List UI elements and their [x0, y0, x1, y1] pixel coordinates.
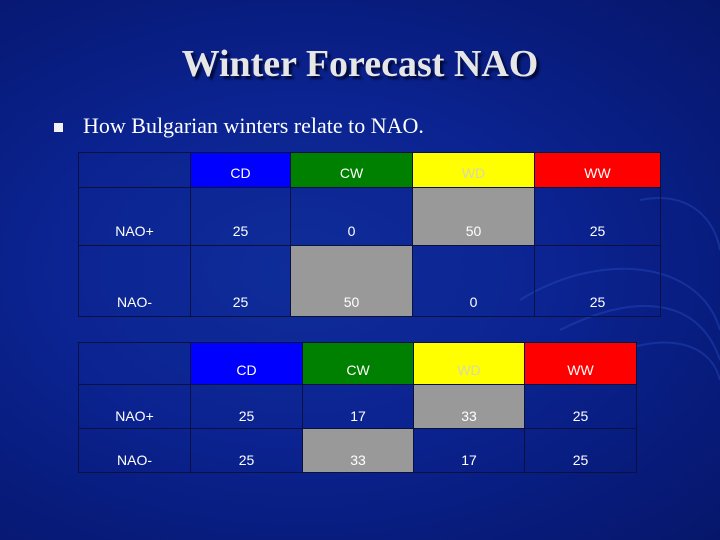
table1-row-label: NAO-	[78, 245, 191, 317]
table1-cell: 25	[534, 187, 661, 246]
table2-cell: 17	[302, 384, 414, 429]
table1-header-ww: WW	[534, 152, 661, 188]
table1-header-cd: CD	[190, 152, 291, 188]
table2-cell-highlighted: 33	[413, 384, 525, 429]
table2-row-label: NAO-	[78, 428, 191, 473]
table1-header-wd: WD	[412, 152, 535, 188]
table2-header-cw: CW	[302, 342, 414, 385]
table2-cell: 25	[190, 384, 303, 429]
nao-table-2: CD CW WD WW NAO+ 25 17 33 25 NAO- 25 33 …	[78, 342, 637, 473]
nao-table-1: CD CW WD WW NAO+ 25 0 50 25 NAO- 25 50 0…	[78, 152, 661, 317]
table1-cell: 0	[290, 187, 413, 246]
table2-corner-cell	[78, 342, 191, 385]
table2-cell: 17	[413, 428, 525, 473]
table2-row-label: NAO+	[78, 384, 191, 429]
table1-row-label: NAO+	[78, 187, 191, 246]
bullet-text: How Bulgarian winters relate to NAO.	[83, 113, 424, 138]
table1-cell: 25	[190, 187, 291, 246]
table2-cell: 25	[524, 384, 637, 429]
table2-header-cd: CD	[190, 342, 303, 385]
table1-cell: 0	[412, 245, 535, 317]
table1-cell: 25	[190, 245, 291, 317]
table2-header-ww: WW	[524, 342, 637, 385]
bullet-square-icon	[54, 123, 63, 132]
table1-corner-cell	[78, 152, 191, 188]
table2-cell: 25	[524, 428, 637, 473]
table1-header-cw: CW	[290, 152, 413, 188]
slide-title: Winter Forecast NAO	[181, 43, 539, 85]
table2-header-wd: WD	[413, 342, 525, 385]
table1-cell: 25	[534, 245, 661, 317]
table2-cell-highlighted: 33	[302, 428, 414, 473]
table1-cell-highlighted: 50	[412, 187, 535, 246]
table2-cell: 25	[190, 428, 303, 473]
table1-cell-highlighted: 50	[290, 245, 413, 317]
